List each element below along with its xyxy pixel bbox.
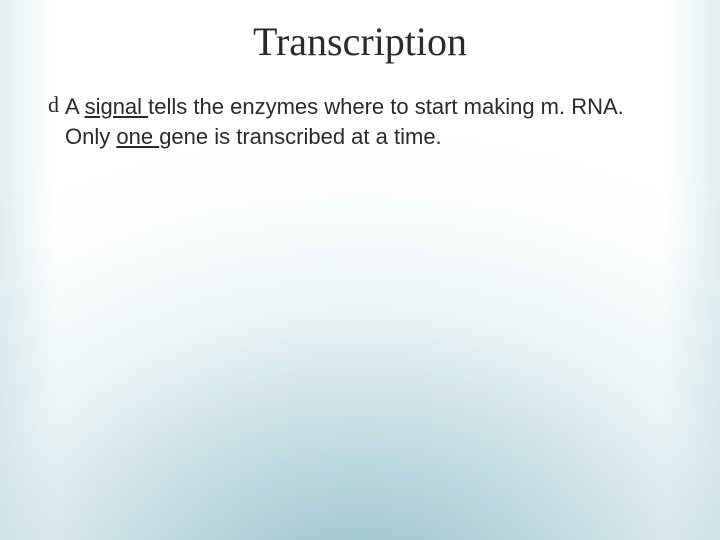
- underlined-word: signal: [85, 94, 149, 119]
- body-text-block: d A signal tells the enzymes where to st…: [48, 92, 660, 151]
- underlined-word: one: [116, 124, 159, 149]
- bullet-text: A signal tells the enzymes where to star…: [65, 92, 660, 151]
- text-segment: A: [65, 94, 85, 119]
- text-segment: gene is transcribed at a time.: [159, 124, 441, 149]
- page-title: Transcription: [0, 18, 720, 65]
- bullet-icon: d: [48, 92, 59, 118]
- bullet-item: d A signal tells the enzymes where to st…: [48, 92, 660, 151]
- slide: Transcription d A signal tells the enzym…: [0, 0, 720, 540]
